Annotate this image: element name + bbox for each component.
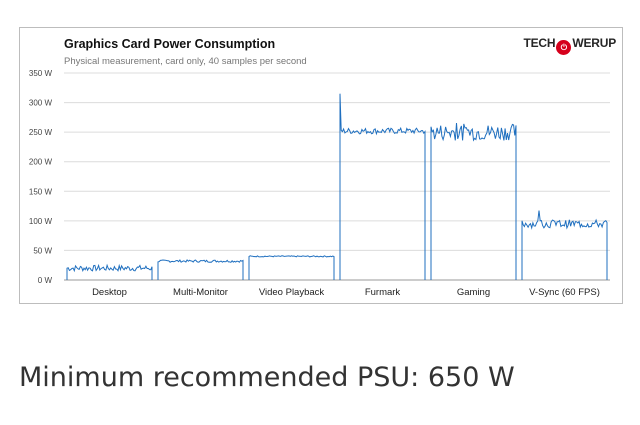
power-icon: ⏻ (556, 40, 572, 55)
category-label: Desktop (92, 287, 127, 298)
category-label: Video Playback (259, 287, 325, 298)
category-label: Gaming (457, 287, 490, 298)
series-multi-monitor (157, 259, 244, 280)
series-gaming (430, 122, 517, 280)
x-axis-categories: Desktop Multi-Monitor Video Playback Furmar… (92, 287, 600, 298)
chart-subtitle: Physical measurement, card only, 40 samp… (64, 56, 307, 67)
y-tick-label: 100 W (29, 217, 53, 226)
techpowerup-logo: TECH ⏻ WERUP (523, 36, 616, 55)
psu-value: 650 W (427, 362, 515, 393)
y-tick-label: 150 W (29, 187, 53, 196)
y-axis-ticks: 0 W 50 W 100 W 150 W 200 W 250 W 300 W 350 W (29, 69, 53, 285)
series-desktop (66, 263, 153, 280)
category-label: Furmark (365, 287, 401, 298)
series-video-playback (248, 255, 335, 280)
psu-label: Minimum recommended PSU: (19, 362, 420, 393)
power-chart: 0 W 50 W 100 W 150 W 200 W 250 W 300 W 350 W De… (29, 69, 610, 298)
y-tick-label: 200 W (29, 158, 53, 167)
chart-title: Graphics Card Power Consumption (64, 37, 276, 51)
gridlines (64, 72, 610, 281)
series-furmark (339, 93, 426, 280)
power-series (66, 93, 608, 280)
y-tick-label: 50 W (33, 246, 52, 255)
series-v-sync-60-fps- (521, 210, 608, 280)
y-tick-label: 0 W (38, 276, 53, 285)
category-label: V-Sync (60 FPS) (529, 287, 600, 298)
psu-recommendation: Minimum recommended PSU: 650 W (19, 362, 515, 393)
y-tick-label: 300 W (29, 99, 53, 108)
category-label: Multi-Monitor (173, 287, 228, 298)
y-tick-label: 250 W (29, 128, 53, 137)
chart-frame: Graphics Card Power Consumption Physical… (19, 27, 623, 304)
y-tick-label: 350 W (29, 69, 53, 78)
